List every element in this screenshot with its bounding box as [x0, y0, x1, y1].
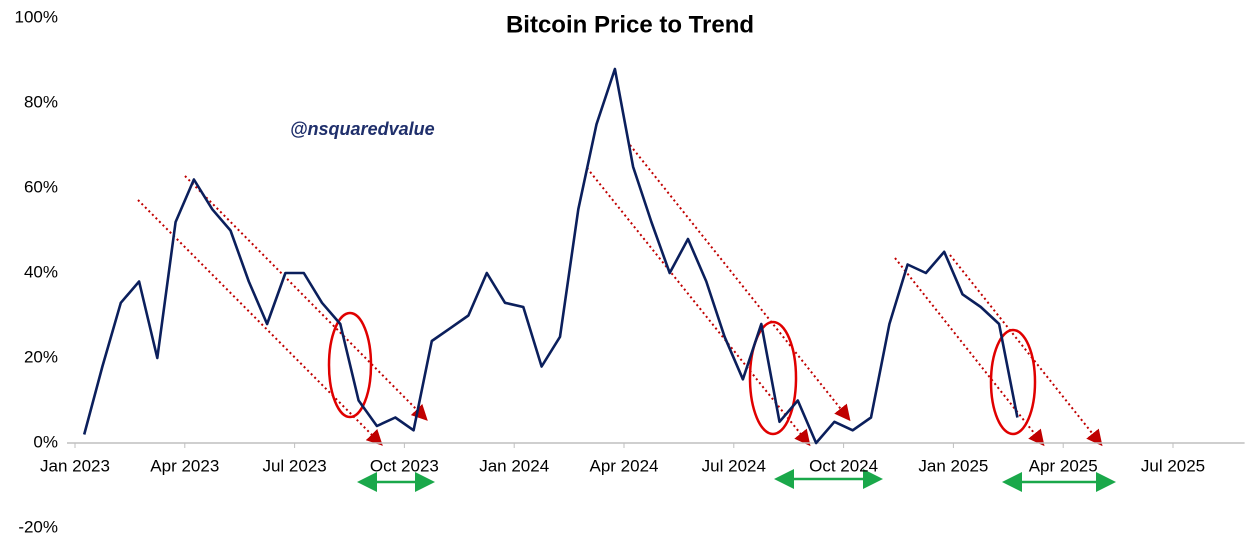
- y-tick-label: 40%: [24, 262, 58, 281]
- x-tick-label: Jan 2023: [40, 456, 110, 475]
- annotation: @nsquaredvalue: [290, 119, 435, 139]
- y-tick-label: 80%: [24, 92, 58, 111]
- y-tick-label: -20%: [18, 517, 58, 536]
- x-tick-label: Oct 2024: [809, 456, 878, 475]
- period-arrows: [357, 469, 1116, 492]
- x-tick-label: Jan 2024: [479, 456, 549, 475]
- highlight-ellipses: [327, 311, 1037, 436]
- x-tick-label: Jul 2024: [702, 456, 766, 475]
- x-tick-label: Jul 2025: [1141, 456, 1205, 475]
- x-tick-label: Jul 2023: [262, 456, 326, 475]
- y-tick-label: 0%: [33, 432, 58, 451]
- chart-title: Bitcoin Price to Trend: [506, 11, 754, 38]
- x-tick-label: Apr 2025: [1029, 456, 1098, 475]
- y-tick-label: 60%: [24, 177, 58, 196]
- x-tick-label: Apr 2024: [590, 456, 659, 475]
- x-tick-label: Oct 2023: [370, 456, 439, 475]
- data-line: [82, 67, 1019, 445]
- x-tick-label: Apr 2023: [150, 456, 219, 475]
- x-tick-label: Jan 2025: [918, 456, 988, 475]
- y-tick-label: 100%: [15, 7, 58, 26]
- y-tick-label: 20%: [24, 347, 58, 366]
- trend-arrows: [137, 144, 1103, 447]
